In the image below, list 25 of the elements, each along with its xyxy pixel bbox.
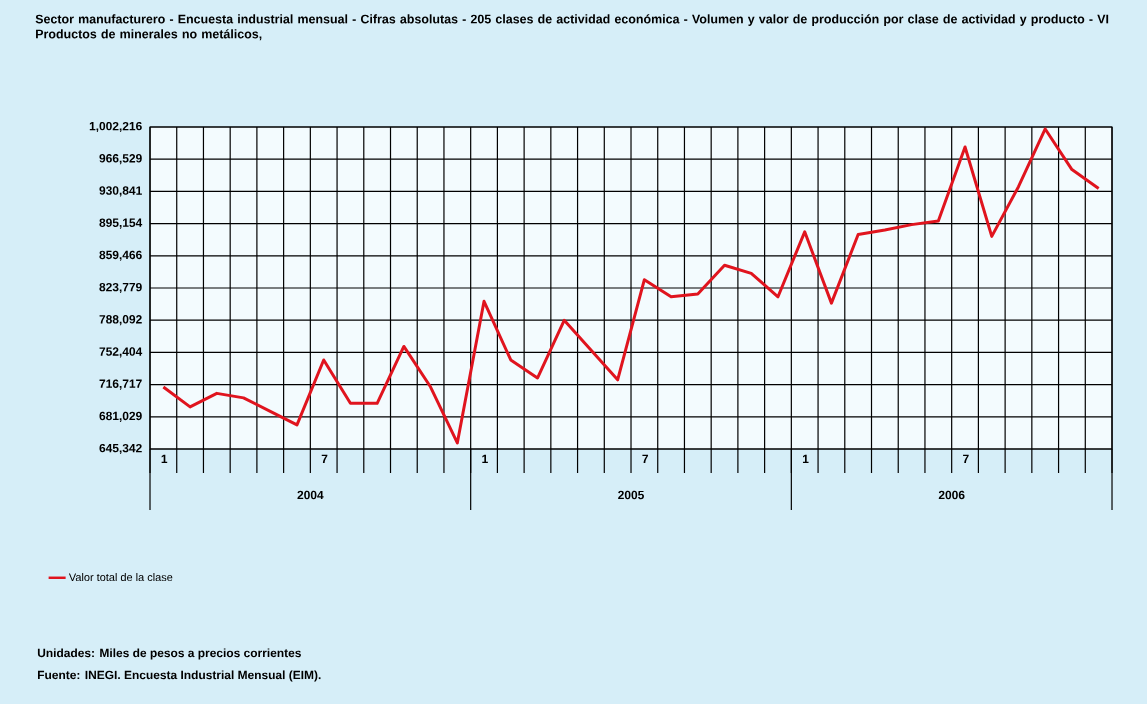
y-tick-label: 752,404 xyxy=(99,347,143,358)
x-tick-label: 7 xyxy=(963,454,969,463)
x-tick-label: 7 xyxy=(321,454,328,463)
y-tick-label: 895,154 xyxy=(99,218,143,229)
text: 2005 xyxy=(618,490,644,500)
y-tick-label: 930,841 xyxy=(99,186,142,197)
y-tick-label: 1,002,216 xyxy=(89,121,142,133)
y-tick-label: 716,717 xyxy=(99,379,142,390)
source-note: Fuente: INEGI. Encuesta Industrial Mensual (EIM). xyxy=(38,670,321,682)
y-tick-label: 966,529 xyxy=(99,154,142,165)
x-tick-label: 7 xyxy=(642,454,649,463)
x-tick-label: 1 xyxy=(802,454,809,463)
legend-label: Valor total de la clase xyxy=(68,573,173,582)
y-tick-label: 788,092 xyxy=(99,315,142,326)
y-tick-label: 859,466 xyxy=(99,250,142,261)
y-tick-label: 823,779 xyxy=(99,282,142,294)
text: Unidades: Miles de pesos a precios corrientes xyxy=(37,648,301,660)
y-tick-label: 645,342 xyxy=(99,443,142,455)
line-series xyxy=(161,127,1101,445)
x-tick-label: 1 xyxy=(161,454,168,463)
chart-title: Sector manufacturero - Encuesta industrial mensual - Cifras absolutas - 205 clases de actividad económica - Volumen y valor de producción por clase de actividad y producto - VI Productos de minerales no metálicos, xyxy=(35,14,1109,41)
text: 2006 xyxy=(938,490,965,500)
y-tick-label: 681,029 xyxy=(99,411,142,422)
text: 2004 xyxy=(297,490,324,500)
x-tick-label: 1 xyxy=(482,454,488,463)
